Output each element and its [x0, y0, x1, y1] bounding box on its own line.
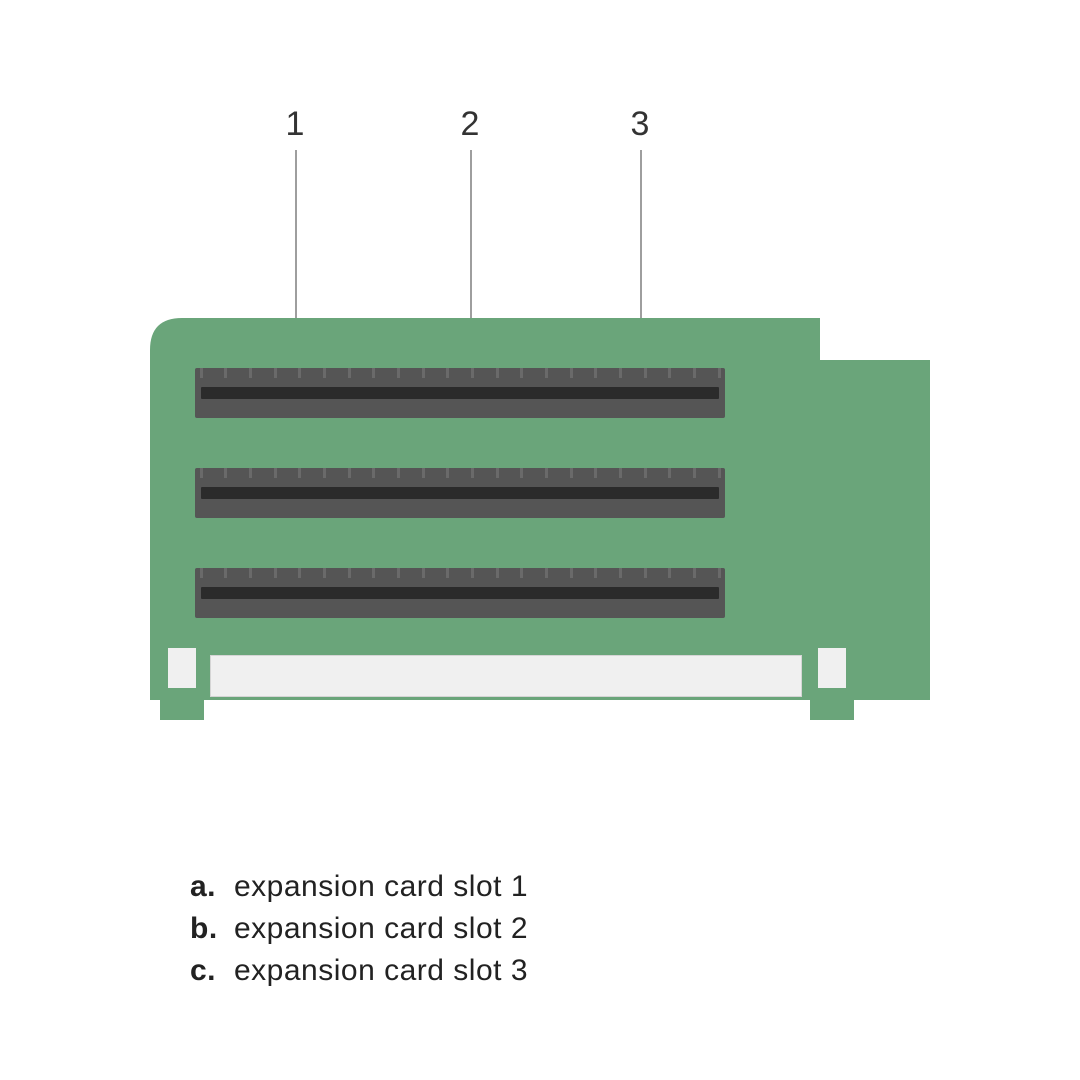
legend-item-1: a.expansion card slot 1 [190, 870, 528, 904]
legend-item-2: b.expansion card slot 2 [190, 912, 528, 946]
legend-item-3: c.expansion card slot 3 [190, 954, 528, 988]
legend: a.expansion card slot 1b.expansion card … [190, 870, 528, 996]
legend-text: expansion card slot 1 [234, 870, 528, 904]
legend-letter: c. [190, 954, 234, 988]
expansion-slot-3 [195, 568, 725, 618]
legend-text: expansion card slot 3 [234, 954, 528, 988]
legend-letter: a. [190, 870, 234, 904]
legend-letter: b. [190, 912, 234, 946]
expansion-slot-2 [195, 468, 725, 518]
mounting-tab-1 [160, 640, 204, 720]
mounting-tab-2 [810, 640, 854, 720]
expansion-slot-1 [195, 368, 725, 418]
diagram-canvas: 123 a.expansion card slot 1b.expansion c… [0, 0, 1080, 1080]
riser-board [0, 0, 1080, 1080]
legend-text: expansion card slot 2 [234, 912, 528, 946]
edge-connector [210, 655, 802, 697]
